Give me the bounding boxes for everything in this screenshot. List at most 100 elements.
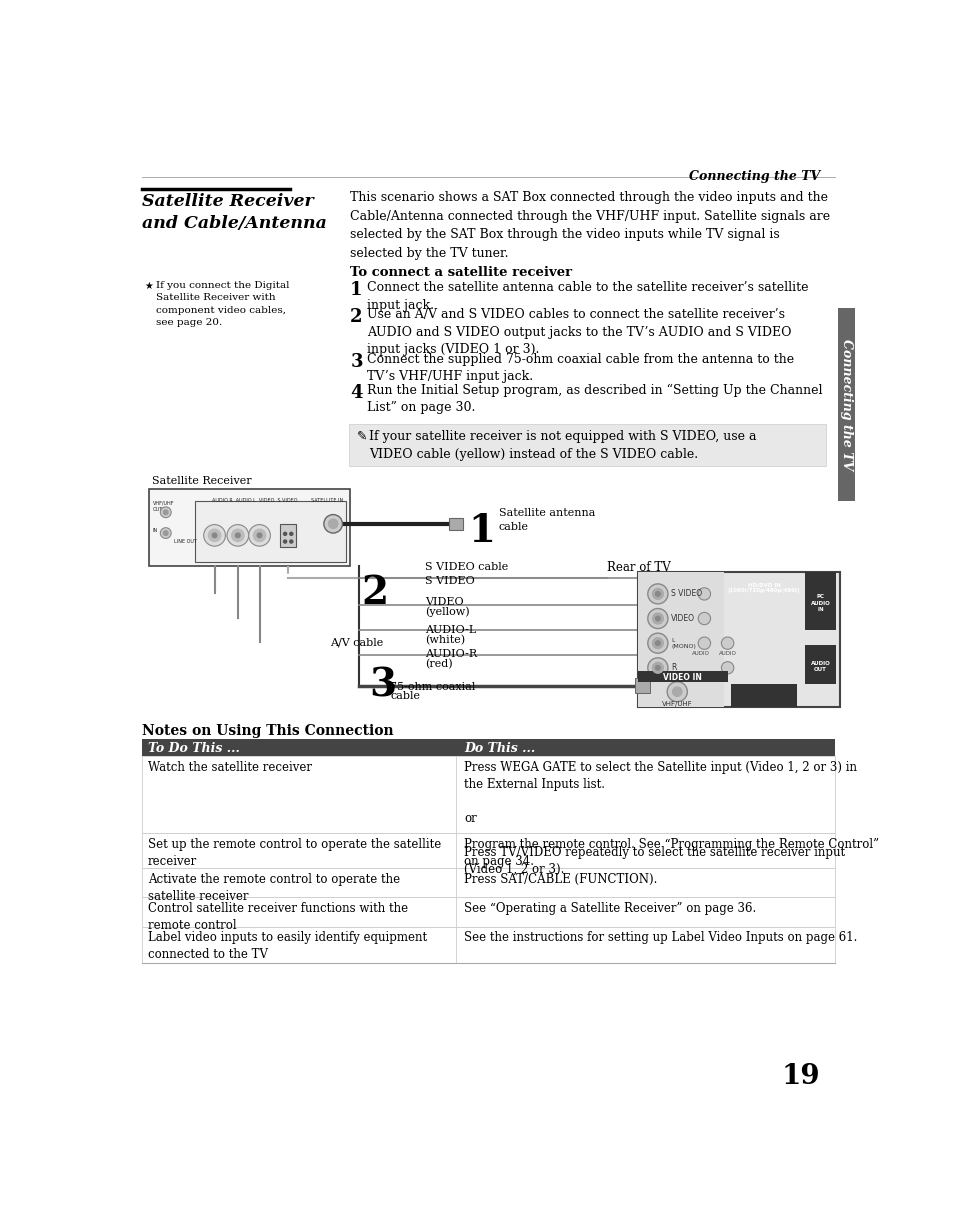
- Text: OUT: OUT: [152, 507, 163, 512]
- Circle shape: [208, 529, 220, 542]
- Circle shape: [163, 510, 168, 514]
- Text: S VIDEO: S VIDEO: [670, 590, 701, 598]
- Text: Set up the remote control to operate the satellite
receiver: Set up the remote control to operate the…: [148, 838, 440, 868]
- Text: Notes on Using This Connection: Notes on Using This Connection: [142, 724, 394, 737]
- Text: See “Operating a Satellite Receiver” on page 36.: See “Operating a Satellite Receiver” on …: [464, 902, 756, 915]
- Bar: [142, 834, 834, 868]
- Text: IN: IN: [152, 527, 157, 532]
- Text: Press WEGA GATE to select the Satellite input (Video 1, 2 or 3) in
the External : Press WEGA GATE to select the Satellite …: [464, 761, 856, 875]
- Bar: [195, 501, 346, 563]
- Text: S VIDEO: S VIDEO: [425, 576, 475, 586]
- Circle shape: [328, 519, 337, 529]
- Circle shape: [652, 637, 662, 648]
- Circle shape: [655, 617, 659, 620]
- Text: Run the Initial Setup program, as described in “Setting Up the Channel
List” on : Run the Initial Setup program, as descri…: [367, 383, 821, 414]
- Bar: [804, 646, 835, 684]
- Circle shape: [160, 527, 171, 538]
- Circle shape: [283, 532, 286, 535]
- Circle shape: [655, 641, 659, 646]
- Text: Rear of TV: Rear of TV: [607, 560, 671, 574]
- Text: Activate the remote control to operate the
satellite receiver: Activate the remote control to operate t…: [148, 873, 399, 902]
- Circle shape: [652, 589, 662, 600]
- Text: ★: ★: [144, 281, 152, 292]
- Circle shape: [647, 634, 667, 653]
- Text: Watch the satellite receiver: Watch the satellite receiver: [148, 761, 312, 774]
- Text: PC
AUDIO
IN: PC AUDIO IN: [810, 595, 830, 612]
- Circle shape: [698, 587, 710, 600]
- Bar: [837, 308, 854, 501]
- Bar: [280, 524, 295, 547]
- Circle shape: [672, 687, 681, 696]
- Text: 2: 2: [361, 574, 388, 612]
- Bar: [149, 490, 350, 567]
- Text: (white): (white): [425, 635, 465, 645]
- Circle shape: [232, 529, 244, 542]
- Circle shape: [204, 525, 225, 546]
- Text: Press SAT/CABLE (FUNCTION).: Press SAT/CABLE (FUNCTION).: [464, 873, 657, 885]
- Circle shape: [666, 681, 686, 702]
- Text: Connect the supplied 75-ohm coaxial cable from the antenna to the
TV’s VHF/UHF i: Connect the supplied 75-ohm coaxial cabl…: [367, 353, 794, 383]
- Bar: [638, 573, 840, 707]
- Text: Satellite Receiver: Satellite Receiver: [152, 476, 252, 486]
- Text: Label video inputs to easily identify equipment
connected to the TV: Label video inputs to easily identify eq…: [148, 932, 427, 961]
- Text: VHF/UHF: VHF/UHF: [661, 701, 692, 707]
- Text: 1: 1: [350, 281, 362, 299]
- Circle shape: [290, 540, 293, 543]
- Text: Satellite Receiver
and Cable/Antenna: Satellite Receiver and Cable/Antenna: [142, 193, 327, 232]
- Bar: [638, 670, 727, 683]
- Text: AUDIO-L: AUDIO-L: [425, 625, 476, 635]
- Bar: [142, 897, 834, 927]
- Text: Connecting the TV: Connecting the TV: [839, 339, 852, 470]
- Text: 2: 2: [350, 308, 362, 326]
- Text: Connect the satellite antenna cable to the satellite receiver’s satellite
input : Connect the satellite antenna cable to t…: [367, 281, 808, 311]
- Bar: [634, 678, 649, 694]
- Circle shape: [212, 534, 216, 537]
- Text: VIDEO: VIDEO: [425, 597, 463, 607]
- Circle shape: [249, 525, 270, 546]
- Circle shape: [652, 613, 662, 624]
- Text: AUDIO: AUDIO: [718, 651, 736, 656]
- Text: Control satellite receiver functions with the
remote control: Control satellite receiver functions wit…: [148, 902, 408, 932]
- Circle shape: [283, 540, 286, 543]
- Circle shape: [655, 665, 659, 670]
- Circle shape: [698, 613, 710, 625]
- Text: SATELLITE IN: SATELLITE IN: [311, 498, 343, 503]
- Circle shape: [655, 592, 659, 596]
- Text: VHF/UHF: VHF/UHF: [152, 501, 173, 505]
- Circle shape: [160, 507, 171, 518]
- Circle shape: [163, 531, 168, 535]
- Bar: [804, 573, 835, 630]
- Circle shape: [652, 663, 662, 673]
- Circle shape: [720, 662, 733, 674]
- Bar: [142, 740, 834, 756]
- Bar: [349, 424, 825, 466]
- Circle shape: [323, 514, 342, 534]
- Text: VIDEO: VIDEO: [670, 614, 695, 623]
- Text: Satellite antenna
cable: Satellite antenna cable: [498, 508, 595, 531]
- Circle shape: [253, 529, 266, 542]
- Text: A/V cable: A/V cable: [330, 637, 383, 647]
- Text: LINE OUT: LINE OUT: [174, 540, 197, 545]
- Circle shape: [647, 658, 667, 678]
- Circle shape: [720, 637, 733, 650]
- Text: 1: 1: [468, 513, 495, 551]
- Bar: [448, 518, 462, 530]
- Text: See the instructions for setting up Label Video Inputs on page 61.: See the instructions for setting up Labe…: [464, 932, 857, 944]
- Text: (red): (red): [425, 658, 453, 669]
- Circle shape: [647, 608, 667, 629]
- Bar: [142, 868, 834, 897]
- Text: AUDIO
OUT: AUDIO OUT: [810, 661, 830, 672]
- Text: ✎: ✎: [356, 430, 367, 443]
- Text: L
(MONO): L (MONO): [670, 637, 695, 648]
- Circle shape: [257, 534, 261, 537]
- Bar: [638, 573, 723, 707]
- Text: AUDIO R  AUDIO L  VIDEO  S VIDEO: AUDIO R AUDIO L VIDEO S VIDEO: [212, 498, 297, 503]
- Text: Program the remote control. See “Programming the Remote Control”
on page 34.: Program the remote control. See “Program…: [464, 838, 879, 868]
- Text: cable: cable: [390, 691, 420, 701]
- Text: (yellow): (yellow): [425, 606, 470, 617]
- Text: AUDIO-R: AUDIO-R: [425, 650, 477, 659]
- Circle shape: [290, 532, 293, 535]
- Text: If you connect the Digital
Satellite Receiver with
component video cables,
see p: If you connect the Digital Satellite Rec…: [155, 281, 289, 327]
- Bar: [142, 927, 834, 963]
- Text: To Do This ...: To Do This ...: [148, 741, 239, 755]
